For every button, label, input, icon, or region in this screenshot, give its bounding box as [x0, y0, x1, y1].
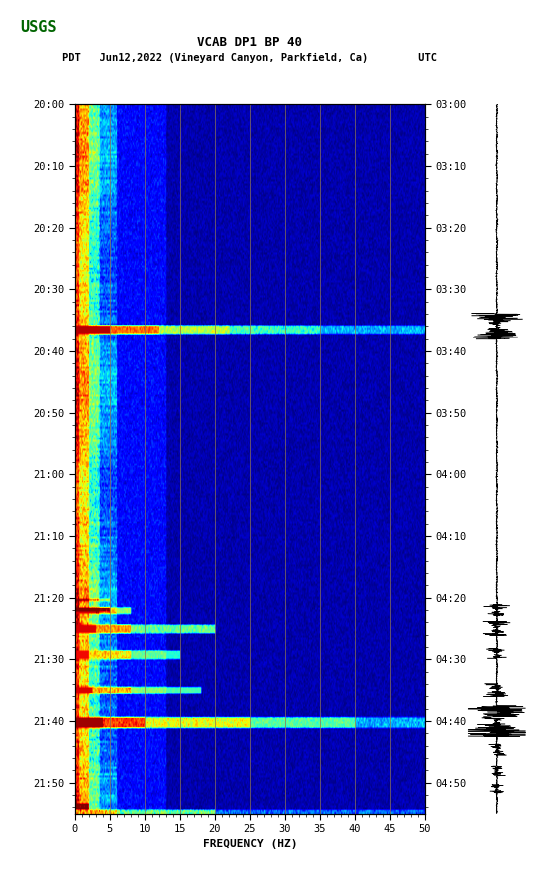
Text: VCAB DP1 BP 40: VCAB DP1 BP 40: [197, 37, 302, 49]
Text: USGS: USGS: [20, 20, 57, 35]
X-axis label: FREQUENCY (HZ): FREQUENCY (HZ): [203, 839, 297, 849]
Text: PDT   Jun12,2022 (Vineyard Canyon, Parkfield, Ca)        UTC: PDT Jun12,2022 (Vineyard Canyon, Parkfie…: [62, 53, 437, 63]
